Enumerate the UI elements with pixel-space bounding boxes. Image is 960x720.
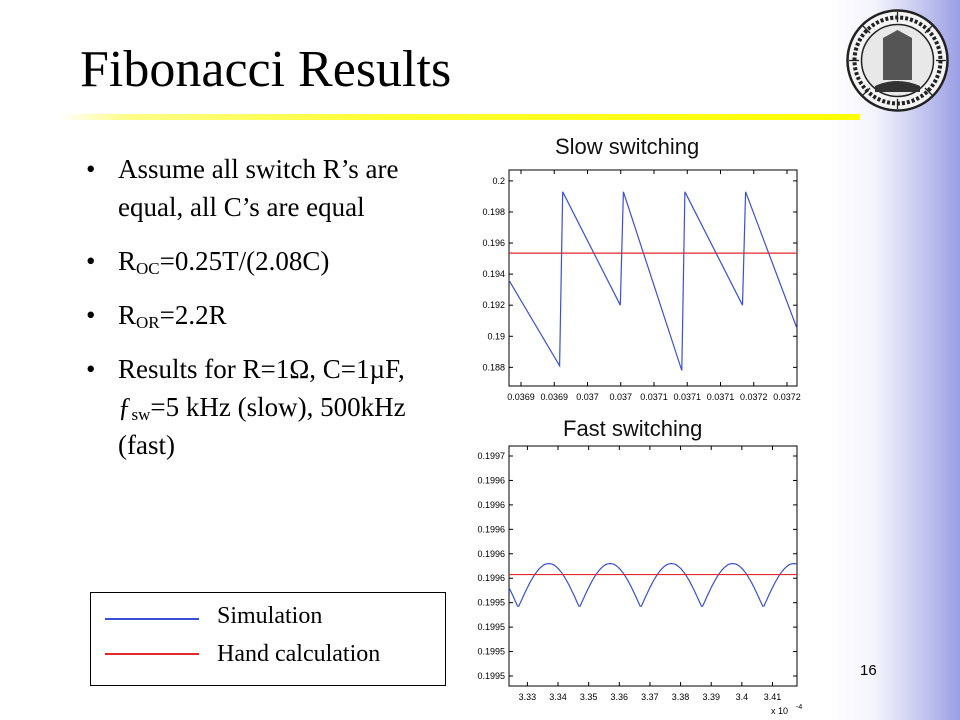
y-tick-label: 0.2 <box>492 176 505 186</box>
x-tick-label: 0.0371 <box>640 392 668 402</box>
y-tick-label: 0.192 <box>482 300 505 310</box>
x-tick-label: 0.0372 <box>740 392 768 402</box>
x-tick-label: 3.35 <box>580 692 598 702</box>
slide-title: Fibonacci Results <box>80 41 452 98</box>
bullet-item: Results for R=1Ω, C=1µF, ƒsw=5 kHz (slow… <box>86 350 466 464</box>
x-tick-label: 0.0369 <box>540 392 568 402</box>
x-tick-label: 0.0372 <box>773 392 801 402</box>
y-tick-label: 0.188 <box>482 362 505 372</box>
x-tick-label: 0.0371 <box>707 392 735 402</box>
y-tick-label: 0.19 <box>487 331 505 341</box>
x-tick-label: 3.38 <box>672 692 690 702</box>
simulation-series-line <box>508 562 798 607</box>
y-tick-label: 0.194 <box>482 269 505 279</box>
x-tick-label: 3.41 <box>764 692 782 702</box>
x-tick-label: 3.33 <box>519 692 537 702</box>
bullet-subscript: OR <box>136 313 160 332</box>
y-tick-label: 0.1996 <box>477 549 505 559</box>
university-seal-logo <box>846 9 949 112</box>
bullet-item: ROR=2.2R <box>86 296 466 334</box>
x-tick-label: 3.34 <box>549 692 567 702</box>
slow-switching-chart: 0.188 0.19 0.192 0.194 0.196 0.198 0.2 0.0369 0.… <box>482 169 801 402</box>
bullet-text-prefix: Results for R=1Ω, C=1µF, ƒ <box>118 354 405 422</box>
x-tick-label: 3.4 <box>736 692 749 702</box>
y-tick-label: 0.1996 <box>477 524 505 534</box>
bullet-subscript: OC <box>136 259 160 278</box>
y-tick-label: 0.1995 <box>477 647 505 657</box>
plot-frame <box>508 169 798 387</box>
legend-line-hand-calculation <box>105 653 199 655</box>
y-tick-label: 0.1995 <box>477 622 505 632</box>
legend-line-simulation <box>105 618 199 620</box>
y-tick-label: 0.196 <box>482 238 505 248</box>
x-tick-label: 0.0369 <box>507 392 535 402</box>
bullet-text-suffix: =2.2R <box>159 300 227 330</box>
y-tick-label: 0.1995 <box>477 598 505 608</box>
x-tick-label: 3.36 <box>611 692 629 702</box>
simulation-series-line <box>508 191 798 371</box>
x-tick-label: 0.0371 <box>673 392 701 402</box>
chart-title-fast: Fast switching <box>563 416 703 441</box>
x-tick-label: 3.37 <box>641 692 659 702</box>
y-tick-label: 0.1996 <box>477 573 505 583</box>
bullet-item: ROC=0.25T/(2.08C) <box>86 242 466 280</box>
y-tick-label: 0.1996 <box>477 475 505 485</box>
bullet-list: Assume all switch R’s are equal, all C’s… <box>86 150 466 480</box>
bullet-item: Assume all switch R’s are equal, all C’s… <box>86 150 466 226</box>
bullet-text-suffix: =5 kHz (slow), 500kHz (fast) <box>118 392 406 460</box>
y-tick-label: 0.1996 <box>477 500 505 510</box>
legend-box: Simulation Hand calculation <box>90 592 446 686</box>
bullet-subscript: sw <box>131 405 151 424</box>
x-tick-label: 3.39 <box>702 692 720 702</box>
legend-label-simulation: Simulation <box>217 603 323 629</box>
bullet-text-suffix: =0.25T/(2.08C) <box>159 246 330 276</box>
fast-switching-chart: 0.1995 0.1995 0.1995 0.1995 0.1996 0.1996 0.19… <box>477 445 802 716</box>
y-tick-label: 0.1997 <box>477 451 505 461</box>
legend-label-hand-calculation: Hand calculation <box>217 641 381 667</box>
x-exponent-label: x 10 <box>771 706 788 716</box>
y-tick-label: 0.198 <box>482 207 505 217</box>
bullet-text-prefix: R <box>118 300 137 330</box>
chart-title-slow: Slow switching <box>555 134 700 159</box>
slide-number: 16 <box>860 662 877 679</box>
title-underline <box>60 114 860 120</box>
side-gradient-bar <box>830 0 960 720</box>
bullet-text-prefix: R <box>118 246 137 276</box>
x-tick-label: 0.037 <box>609 392 632 402</box>
x-exponent-power: -4 <box>796 704 802 711</box>
y-tick-label: 0.1995 <box>477 671 505 681</box>
plot-frame <box>508 445 798 687</box>
x-tick-label: 0.037 <box>576 392 599 402</box>
bullet-text: Assume all switch R’s are equal, all C’s… <box>118 154 399 222</box>
